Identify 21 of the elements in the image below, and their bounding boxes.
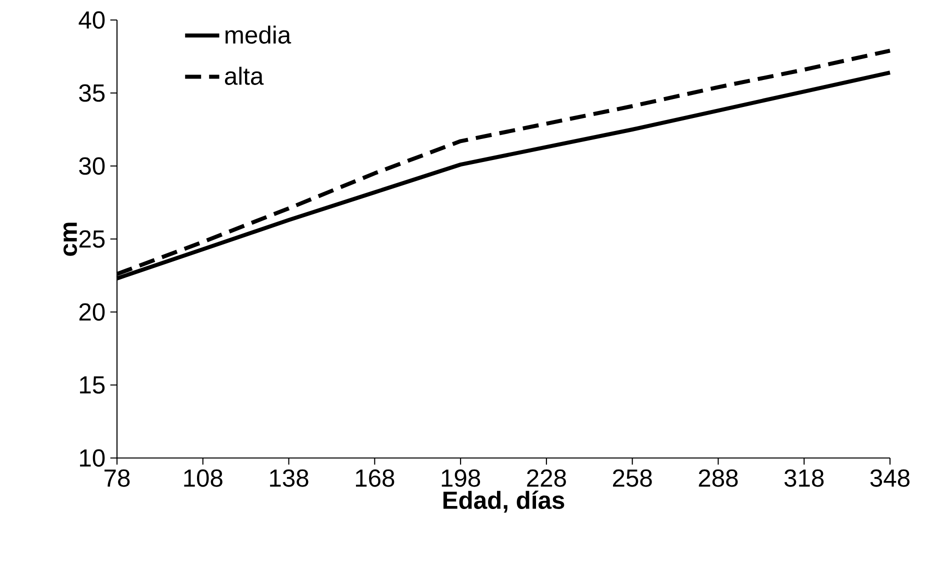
y-tick-label: 25 xyxy=(79,230,105,248)
x-tick-label: 108 xyxy=(184,469,222,487)
x-tick-label: 78 xyxy=(104,469,130,487)
y-tick-label: 40 xyxy=(78,11,105,29)
legend-label: alta xyxy=(224,66,264,85)
y-tick-label: 15 xyxy=(80,376,105,394)
legend-label: media xyxy=(226,26,292,44)
y-axis-title: cm xyxy=(63,222,78,256)
x-tick-label: 198 xyxy=(442,469,480,487)
y-tick-label: 35 xyxy=(79,84,105,102)
x-tick-label: 138 xyxy=(270,469,308,487)
x-tick-label: 348 xyxy=(870,469,910,487)
y-tick-label: 20 xyxy=(79,303,105,321)
y-tick-label: 30 xyxy=(79,157,105,175)
x-tick-label: 168 xyxy=(356,469,394,487)
x-tick-label: 288 xyxy=(698,469,738,487)
x-tick-label: 258 xyxy=(612,469,652,487)
x-tick-label: 228 xyxy=(527,469,566,487)
x-axis-title: Edad, días xyxy=(443,490,564,513)
y-tick-label: 10 xyxy=(80,449,105,467)
x-tick-label: 318 xyxy=(784,469,824,487)
